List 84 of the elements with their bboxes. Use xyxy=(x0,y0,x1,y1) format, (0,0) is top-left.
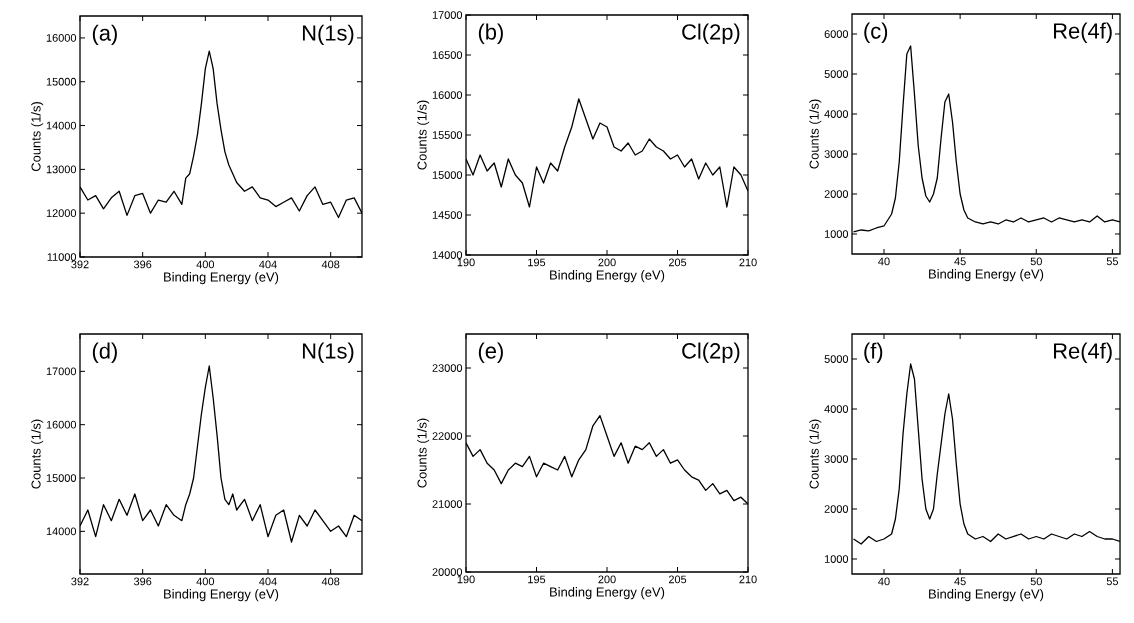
x-tick-label: 200 xyxy=(598,575,616,584)
x-axis-title: Binding Energy (eV) xyxy=(550,587,665,600)
annotation: N(1s) xyxy=(302,24,354,46)
y-tick-label: 5000 xyxy=(824,355,849,363)
y-axis-title: Counts (1/s) xyxy=(417,418,430,488)
x-tick-label: 404 xyxy=(259,577,277,586)
x-tick-label: 205 xyxy=(668,258,687,267)
x-axis-title: Binding Energy (eV) xyxy=(929,589,1044,602)
y-axis-title: Counts (1/s) xyxy=(417,100,430,170)
x-tick-label: 45 xyxy=(954,577,966,586)
y-tick-label: 21000 xyxy=(432,500,463,508)
x-axis-title: Binding Energy (eV) xyxy=(550,270,665,283)
annotation: N(1s) xyxy=(302,342,354,364)
x-tick-label: 45 xyxy=(954,257,966,266)
x-tick-label: 404 xyxy=(259,260,277,269)
x-tick-label: 50 xyxy=(1030,577,1042,586)
y-tick-label: 23000 xyxy=(432,364,463,372)
y-tick-label: 14000 xyxy=(46,527,77,536)
y-tick-label: 20000 xyxy=(432,568,463,576)
x-tick-label: 408 xyxy=(321,260,340,269)
x-tick-label: 210 xyxy=(739,575,757,584)
y-axis-title: Counts (1/s) xyxy=(809,419,822,489)
x-tick-label: 392 xyxy=(71,577,89,586)
annotation: Re(4f) xyxy=(1054,342,1112,364)
annotation: (b) xyxy=(478,23,503,45)
y-tick-label: 1000 xyxy=(824,230,849,238)
x-axis-title: Binding Energy (eV) xyxy=(164,272,279,285)
y-tick-label: 6000 xyxy=(824,30,849,38)
x-tick-label: 205 xyxy=(668,575,687,584)
x-tick-label: 210 xyxy=(739,258,757,267)
x-tick-label: 195 xyxy=(528,575,546,584)
annotation: (f) xyxy=(864,342,883,364)
y-axis-title: Counts (1/s) xyxy=(31,419,44,489)
annotation: (c) xyxy=(864,22,888,44)
y-tick-label: 17000 xyxy=(46,367,77,376)
y-tick-label: 14000 xyxy=(46,121,77,130)
x-tick-label: 396 xyxy=(133,577,152,586)
y-tick-label: 14000 xyxy=(432,251,463,259)
y-tick-label: 17000 xyxy=(432,11,463,19)
y-tick-label: 16000 xyxy=(432,91,463,99)
x-tick-label: 55 xyxy=(1106,577,1119,586)
y-axis-title: Counts (1/s) xyxy=(31,102,44,172)
x-tick-label: 400 xyxy=(196,577,215,586)
annotation: (e) xyxy=(478,342,503,363)
y-tick-label: 16000 xyxy=(46,420,77,429)
y-tick-label: 12000 xyxy=(46,209,77,218)
y-tick-label: 16000 xyxy=(46,34,77,42)
annotation: (d) xyxy=(92,342,117,364)
x-tick-label: 190 xyxy=(457,258,475,267)
x-tick-label: 200 xyxy=(598,258,616,267)
annotation: Cl(2p) xyxy=(682,342,740,363)
y-tick-label: 15000 xyxy=(46,77,77,86)
x-tick-label: 408 xyxy=(321,577,340,586)
y-tick-label: 14500 xyxy=(432,211,463,219)
x-tick-label: 190 xyxy=(457,575,475,584)
x-tick-label: 195 xyxy=(528,258,546,267)
y-tick-label: 3000 xyxy=(824,150,849,158)
x-axis-title: Binding Energy (eV) xyxy=(929,269,1044,282)
x-tick-label: 50 xyxy=(1030,257,1042,266)
x-axis-title: Binding Energy (eV) xyxy=(164,589,279,602)
x-tick-label: 396 xyxy=(133,260,152,269)
x-tick-label: 40 xyxy=(878,577,890,586)
annotation: Re(4f) xyxy=(1054,22,1112,44)
annotation: (a) xyxy=(92,24,117,46)
y-tick-label: 15000 xyxy=(46,474,77,482)
y-tick-label: 15500 xyxy=(432,131,463,139)
y-tick-label: 5000 xyxy=(824,70,849,78)
y-tick-label: 13000 xyxy=(46,165,77,174)
y-tick-label: 11000 xyxy=(47,253,77,261)
x-tick-label: 55 xyxy=(1106,257,1119,266)
y-tick-label: 4000 xyxy=(824,110,849,118)
y-tick-label: 15000 xyxy=(432,171,463,179)
y-tick-label: 4000 xyxy=(824,405,849,413)
y-tick-label: 16500 xyxy=(432,51,463,59)
y-tick-label: 1000 xyxy=(824,555,849,563)
x-tick-label: 400 xyxy=(196,260,215,269)
annotation: Cl(2p) xyxy=(682,23,740,45)
y-axis-title: Counts (1/s) xyxy=(809,99,822,169)
x-tick-label: 40 xyxy=(878,257,890,266)
y-tick-label: 3000 xyxy=(824,455,849,463)
y-tick-label: 2000 xyxy=(824,505,849,513)
y-tick-label: 22000 xyxy=(432,432,463,440)
y-tick-label: 2000 xyxy=(824,190,849,198)
x-tick-label: 392 xyxy=(71,260,89,269)
